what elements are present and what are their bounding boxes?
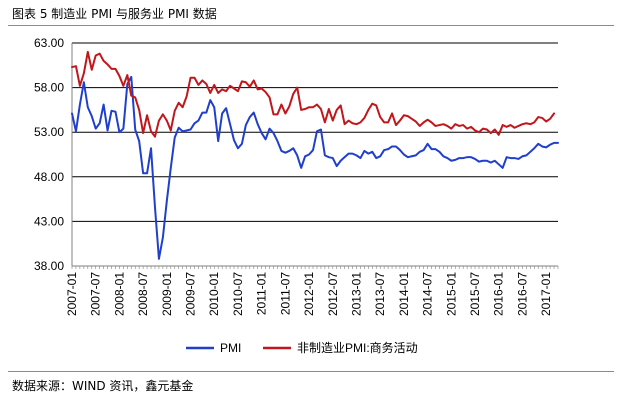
y-tick-label: 63.00 [34,36,64,50]
x-tick-label: 2016-07 [515,272,529,316]
x-tick-label: 2014-07 [421,272,435,316]
legend-label: 非制造业PMI:商务活动 [297,340,418,355]
bottom-rule [8,371,614,372]
series-line-nonmanufacturing-pmi [71,50,556,138]
x-tick-label: 2009-01 [160,272,174,316]
y-tick-label: 48.00 [34,170,64,184]
x-tick-label: 2016-01 [492,272,506,316]
x-tick-label: 2011-07 [278,272,292,315]
x-tick-label: 2013-01 [349,272,363,316]
figure-title: 图表 5 制造业 PMI 与服务业 PMI 数据 [12,7,217,21]
y-tick-label: 38.00 [34,259,64,273]
top-rule [8,25,614,26]
x-tick-label: 2012-01 [302,272,316,316]
x-tick-label: 2017-01 [539,272,553,316]
x-tick-label: 2007-01 [65,272,79,316]
x-tick-label: 2007-07 [89,272,103,316]
series-line-pmi [71,75,559,260]
x-tick-label: 2013-07 [373,272,387,316]
x-tick-label: 2011-01 [255,272,269,315]
x-tick-label: 2009-07 [184,272,198,316]
x-tick-label: 2015-07 [468,272,482,316]
y-tick-label: 53.00 [34,125,64,139]
x-tick-label: 2015-01 [444,272,458,316]
legend-label: PMI [220,341,241,355]
x-tick-label: 2012-07 [326,272,340,316]
source-note: 数据来源：WIND 资讯，鑫元基金 [12,379,194,393]
x-tick-label: 2010-07 [231,272,245,316]
x-tick-label: 2008-01 [112,272,126,316]
x-tick-label: 2008-07 [136,272,150,316]
x-tick-label: 2010-01 [207,272,221,316]
y-tick-label: 43.00 [34,214,64,228]
y-tick-label: 58.00 [34,81,64,95]
x-tick-label: 2014-01 [397,272,411,316]
